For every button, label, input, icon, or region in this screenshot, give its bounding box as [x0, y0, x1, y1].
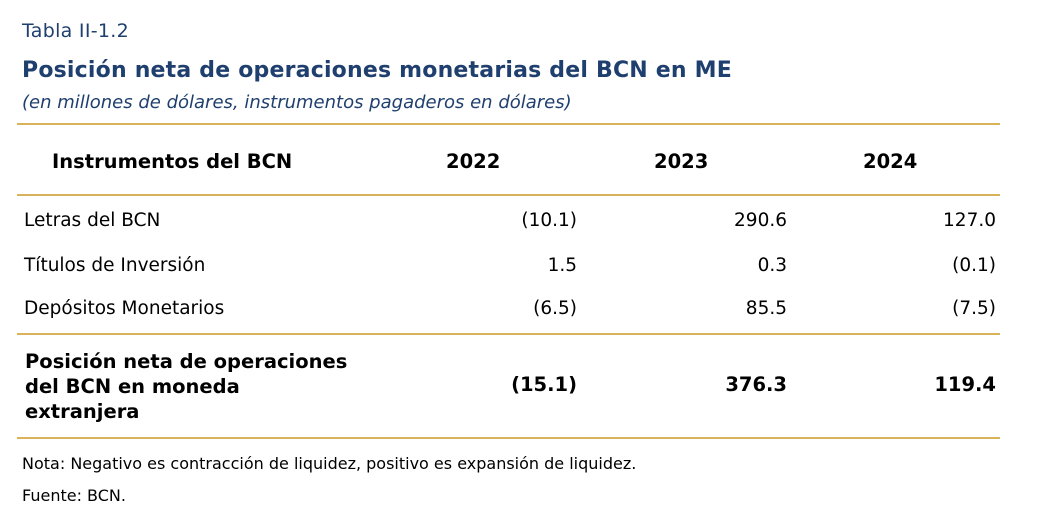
cell-2022: (10.1)	[521, 210, 577, 231]
table-note: Nota: Negativo es contracción de liquide…	[22, 454, 637, 473]
table-number: Tabla II-1.2	[22, 20, 130, 42]
total-2023: 376.3	[725, 373, 787, 396]
column-header-instruments: Instrumentos del BCN	[52, 150, 293, 173]
cell-2022: 1.5	[547, 255, 577, 276]
total-rule	[17, 333, 1000, 335]
cell-2024: (0.1)	[952, 255, 996, 276]
cell-2023: 0.3	[757, 255, 787, 276]
cell-2023: 290.6	[734, 210, 787, 231]
page-title: Posición neta de operaciones monetarias …	[22, 58, 732, 83]
cell-2022: (6.5)	[533, 298, 577, 319]
cell-2024: 127.0	[943, 210, 996, 231]
row-label: Letras del BCN	[24, 210, 161, 231]
column-header-2024: 2024	[863, 150, 918, 173]
header-rule	[17, 194, 1000, 196]
table-source: Fuente: BCN.	[22, 486, 126, 505]
total-label: Posición neta de operaciones del BCN en …	[25, 350, 348, 423]
row-label: Depósitos Monetarios	[24, 298, 225, 319]
total-2022: (15.1)	[511, 373, 577, 396]
cell-2023: 85.5	[745, 298, 787, 319]
total-2024: 119.4	[934, 373, 996, 396]
page-subtitle: (en millones de dólares, instrumentos pa…	[22, 92, 572, 113]
bottom-rule	[17, 437, 1000, 439]
row-label: Títulos de Inversión	[24, 255, 206, 276]
top-rule	[17, 123, 1000, 125]
column-header-2022: 2022	[446, 150, 501, 173]
column-header-2023: 2023	[654, 150, 709, 173]
cell-2024: (7.5)	[952, 298, 996, 319]
